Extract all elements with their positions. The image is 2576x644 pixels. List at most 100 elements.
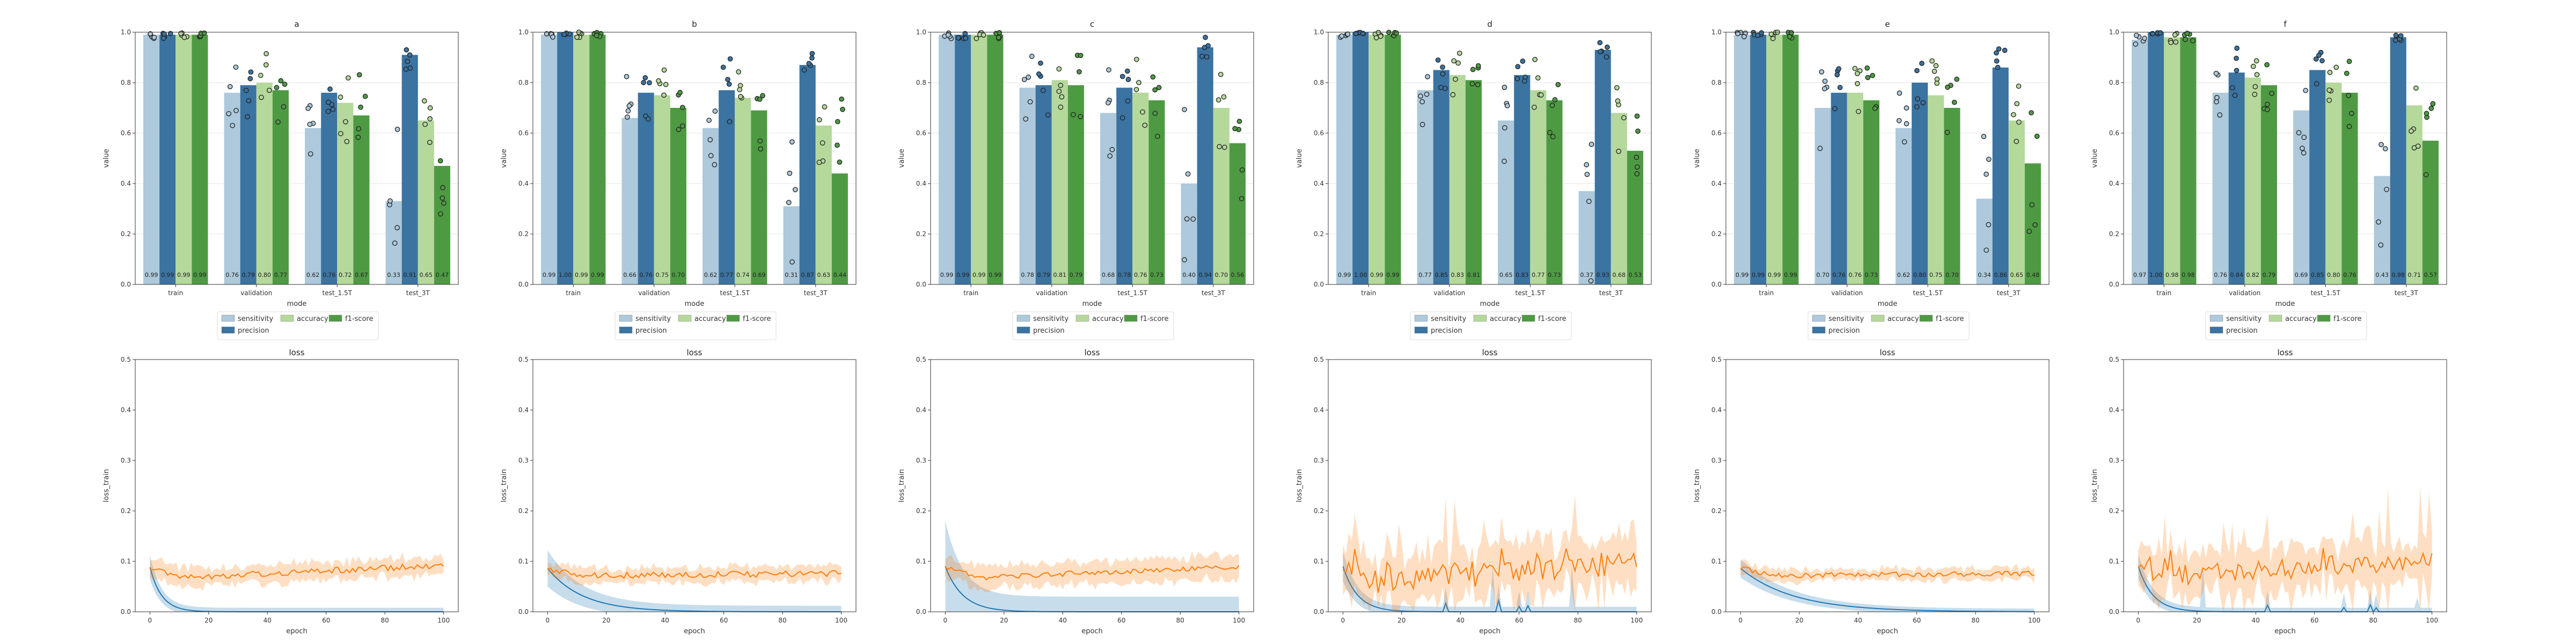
- fold-point: [1107, 153, 1113, 159]
- legend-swatch-f1-score: [1521, 314, 1535, 322]
- fold-point: [1394, 30, 1399, 36]
- fold-point: [427, 140, 433, 145]
- x-tick-label: 100: [2426, 617, 2438, 624]
- bar-value-label: 0.40: [1182, 272, 1196, 279]
- bar-f1-score-test_3T: [2422, 141, 2439, 284]
- fold-point: [2333, 64, 2339, 70]
- fold-point: [1106, 100, 1111, 106]
- fold-point: [2173, 39, 2179, 45]
- bar-f1-score-test_1.5T: [1944, 108, 1960, 284]
- fold-point: [2326, 97, 2332, 103]
- fold-point: [233, 108, 239, 113]
- x-tick-label: validation: [1433, 289, 1465, 297]
- bar-panel-d: 0.00.20.40.60.81.00.99 1.00 0.99 0.99train0…: [1296, 19, 1652, 340]
- legend-label-sensitivity: sensitivity: [1033, 315, 1069, 323]
- fold-point: [2214, 99, 2219, 105]
- bar-accuracy-test_1.5T: [1530, 90, 1547, 284]
- fold-point: [1440, 64, 1445, 70]
- fold-point: [1204, 54, 1210, 60]
- x-tick-label: validation: [2229, 289, 2260, 297]
- fold-point: [403, 66, 409, 72]
- fold-point: [2376, 219, 2381, 225]
- fold-point: [2252, 84, 2258, 90]
- y-tick-label: 0.0: [916, 281, 926, 288]
- y-tick-label: 0.0: [121, 281, 131, 288]
- bar-precision-test_3T: [1197, 47, 1213, 284]
- y-tick-label: 0.8: [2109, 79, 2119, 86]
- fold-point: [2413, 85, 2419, 91]
- loss-panel-6: 0.0 0.1 0.2 0.3 0.4 0.5 0 20 40 60 80 100 loss epoch l…: [2091, 348, 2447, 635]
- bar-value-label: 0.99: [1784, 272, 1797, 279]
- fold-point: [1604, 54, 1609, 60]
- fold-point: [1755, 33, 1761, 38]
- fold-point: [392, 240, 398, 246]
- legend-swatch-f1-score: [726, 314, 740, 322]
- bar-value-label: 0.74: [736, 272, 750, 279]
- panel-title: loss: [687, 348, 702, 357]
- x-tick-label: test_1.5T: [1516, 289, 1546, 297]
- x-tick-label: 20: [204, 617, 213, 624]
- fold-point: [437, 158, 443, 164]
- bar-value-label: 0.81: [1053, 272, 1067, 279]
- panel-title: a: [294, 19, 299, 29]
- fold-point: [789, 139, 795, 145]
- x-axis-label: mode: [685, 300, 705, 308]
- fold-point: [1418, 93, 1423, 99]
- y-tick-label: 0.6: [1711, 129, 1722, 137]
- fold-point: [1514, 76, 1520, 82]
- fold-point: [955, 35, 961, 41]
- bar-accuracy-test_3T: [1611, 113, 1627, 284]
- loss-band-blue: [150, 555, 444, 612]
- bar-sensitivity-test_3T: [2374, 175, 2390, 284]
- bar-sensitivity-test_1.5T: [1498, 120, 1514, 284]
- fold-point: [1547, 130, 1553, 135]
- bar-precision-test_3T: [799, 65, 816, 284]
- fold-point: [1770, 35, 1776, 41]
- x-tick-label: 40: [1059, 617, 1067, 624]
- fold-point: [2029, 202, 2035, 208]
- x-tick-label: 60: [1117, 617, 1125, 624]
- legend-swatch-precision: [2209, 326, 2223, 334]
- legend-label-precision: precision: [238, 327, 269, 335]
- y-axis-label: value: [1296, 149, 1304, 168]
- y-tick-label: 1.0: [1711, 28, 1722, 36]
- fold-point: [1759, 30, 1765, 35]
- x-tick-label: test_1.5T: [2311, 289, 2341, 297]
- bar-value-label: 0.98: [2391, 272, 2405, 279]
- fold-point: [264, 51, 269, 56]
- bar-precision-validation: [1831, 92, 1847, 285]
- bar-value-label: 0.86: [1994, 272, 2007, 279]
- fold-point: [440, 185, 445, 191]
- y-tick-label: 1.0: [2109, 28, 2119, 36]
- loss-panel-3: 0.0 0.1 0.2 0.3 0.4 0.5 0 20 40 60 80 100 loss epoch l…: [898, 348, 1254, 635]
- y-tick-label: 0.8: [121, 79, 131, 86]
- fold-point: [1616, 149, 1621, 154]
- fold-point: [677, 90, 683, 96]
- bar-f1-score-validation: [1863, 100, 1879, 284]
- bar-value-label: 0.62: [704, 272, 718, 279]
- bar-value-label: 0.99: [1370, 272, 1384, 279]
- fold-point: [974, 35, 979, 41]
- y-axis-label: value: [2091, 149, 2099, 168]
- fold-point: [1856, 108, 1861, 114]
- loss-line-orange: [2138, 548, 2433, 587]
- fold-point: [706, 118, 712, 123]
- fold-point: [1931, 69, 1937, 74]
- bar-accuracy-train: [1368, 34, 1385, 284]
- y-tick-label: 1.0: [916, 28, 926, 36]
- fold-point: [387, 198, 393, 204]
- fold-point: [1133, 87, 1139, 92]
- x-tick-label: train: [1361, 289, 1376, 297]
- fold-point: [1360, 31, 1366, 36]
- axes-frame: [532, 359, 857, 612]
- fold-point: [1984, 247, 1989, 253]
- fold-point: [1475, 63, 1481, 69]
- bar-sensitivity-train: [2132, 40, 2148, 284]
- fold-point: [727, 56, 733, 62]
- bar-value-label: 0.77: [720, 272, 734, 279]
- panel-title: loss: [289, 348, 305, 357]
- bar-value-label: 0.44: [833, 272, 847, 279]
- fold-point: [247, 76, 253, 82]
- y-tick-label: 1.0: [1314, 28, 1324, 36]
- fold-point: [178, 31, 184, 36]
